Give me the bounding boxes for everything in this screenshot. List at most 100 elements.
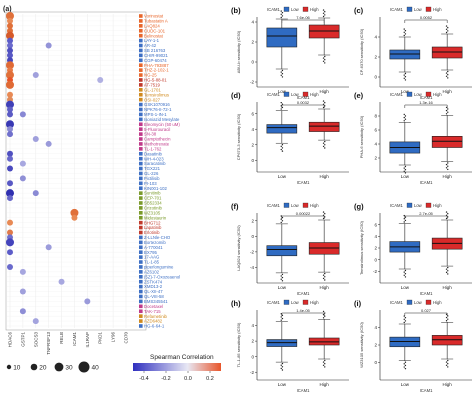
outlier-point <box>324 62 326 64</box>
drug-class-marker <box>139 230 143 235</box>
x-axis-label: ICAM1 <box>297 291 310 296</box>
outlier-point <box>322 100 325 102</box>
drug-label: AR-42 <box>144 43 157 48</box>
dot <box>7 111 13 118</box>
y-tick-label: 4 <box>374 142 377 147</box>
legend-label-low: Low <box>414 300 423 305</box>
drug-label: Bortezomib <box>144 240 166 245</box>
pvalue-bracket <box>404 312 448 316</box>
outlier-point <box>404 172 407 174</box>
dot <box>7 219 13 226</box>
x-tick-label: Low <box>401 285 410 290</box>
legend-label-high: High <box>310 300 319 305</box>
outlier-point <box>447 270 449 272</box>
outlier-point <box>404 367 407 370</box>
size-legend-dot <box>30 363 38 371</box>
outlier-point <box>403 74 405 76</box>
drug-class-marker <box>139 270 143 274</box>
dot <box>97 76 104 83</box>
drug-label: LAY-1-1 <box>144 38 160 43</box>
outlier-point <box>322 9 325 11</box>
y-tick-label: 4 <box>374 234 377 239</box>
drug-class-marker <box>139 112 143 117</box>
size-legend-dot <box>78 361 90 373</box>
outlier-point <box>447 165 449 167</box>
outlier-point <box>322 106 325 109</box>
y-tick-label: 0 <box>374 75 377 80</box>
x-tick-label: Low <box>401 174 410 179</box>
drug-label: PI-103 <box>144 181 157 186</box>
outlier-point <box>281 103 284 105</box>
outlier-point <box>445 364 448 366</box>
drug-class-marker <box>139 73 143 77</box>
pvalue-bracket <box>281 215 325 219</box>
outlier-point <box>324 59 326 61</box>
outlier-point <box>404 276 407 278</box>
outlier-point <box>403 77 405 80</box>
drug-class-marker <box>139 107 143 112</box>
legend-label-high: High <box>433 7 442 12</box>
drug-label: NG-25 <box>144 73 157 78</box>
y-tick-label: -2 <box>250 249 254 254</box>
drug-class-marker <box>139 235 143 240</box>
drug-label: Temsirolimus <box>144 92 169 97</box>
outlier-point <box>324 11 326 13</box>
outlier-point <box>447 363 449 365</box>
drug-label: AZD6482 <box>144 319 163 324</box>
drug-class-marker <box>139 279 143 284</box>
dot <box>7 91 13 98</box>
drug-label: A-770041 <box>144 245 163 250</box>
outlier-point <box>281 314 284 317</box>
y-tick-label: 0 <box>374 257 377 262</box>
drug-label: KIN001-102 <box>144 186 168 191</box>
drug-label: Bleomycin (50 uM) <box>144 122 180 127</box>
x-tick-label: High <box>320 89 330 94</box>
pvalue-label: 1.4e-05 <box>296 308 310 313</box>
panel-label: (c) <box>354 6 364 15</box>
drug-label: TL-1-762 <box>144 146 162 151</box>
y-tick-label: 4 <box>251 127 254 132</box>
outlier-point <box>322 217 325 220</box>
drug-class-marker <box>139 324 143 328</box>
outlier-point <box>445 268 448 270</box>
pvalue-bracket <box>404 215 448 219</box>
outlier-point <box>281 317 284 320</box>
legend-title: ICAM1 <box>390 203 403 208</box>
drug-class-marker <box>139 186 143 191</box>
y-axis-label: WZ3105 sensitivity (IC50) <box>359 321 364 367</box>
outlier-point <box>281 76 284 78</box>
outlier-point <box>324 140 326 143</box>
drug-class-marker <box>139 19 143 23</box>
dot <box>6 31 14 40</box>
colorbar-title: Spearman Correlation <box>150 354 214 361</box>
pvalue-bracket <box>281 312 325 316</box>
dot <box>6 189 14 198</box>
outlier-point <box>322 12 325 14</box>
y-axis-label: CP673-3 sensitivity (IC50) <box>236 113 241 160</box>
dot-grid <box>7 14 145 328</box>
drug-label: BHG712 <box>144 220 161 225</box>
drug-class-marker <box>139 38 143 43</box>
legend-swatch-high <box>425 6 432 12</box>
drug-label: Z-LLNle-CHO <box>144 235 171 240</box>
outlier-point <box>404 269 407 272</box>
y-tick-label: 2 <box>374 343 377 348</box>
drug-label: Saracatinib <box>144 161 166 166</box>
outlier-point <box>403 218 405 220</box>
size-legend: 10 20 30 40 <box>6 361 99 373</box>
legend-swatch-high <box>425 299 432 305</box>
outlier-point <box>445 214 448 216</box>
x-tick-label: High <box>320 382 330 387</box>
dot <box>71 214 78 221</box>
x-axis-label: ICAM1 <box>420 388 433 393</box>
drug-label: Belinostat <box>144 33 164 38</box>
y-axis-label: ABU-b sensitivity (IC50) <box>236 30 241 73</box>
drug-class-marker <box>139 255 143 259</box>
legend-label-high: High <box>433 300 442 305</box>
drug-label: HG-5-88-01 <box>144 78 167 83</box>
x-tick-label: High <box>320 174 330 179</box>
outlier-point <box>447 168 449 171</box>
